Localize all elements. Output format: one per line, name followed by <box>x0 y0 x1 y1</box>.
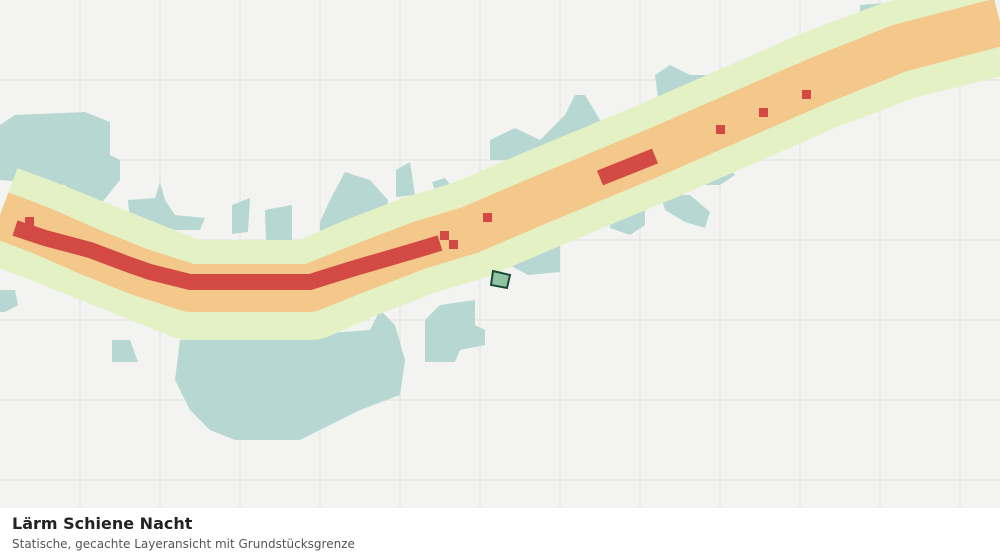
parcel-boundary <box>489 269 512 290</box>
noise-zone-very-high <box>25 90 811 249</box>
caption: Lärm Schiene Nacht Statische, gecachte L… <box>0 508 1000 560</box>
title: Lärm Schiene Nacht <box>12 514 193 533</box>
noise-zone-very-high <box>597 148 658 186</box>
subtitle: Statische, gecachte Layeransicht mit Gru… <box>12 537 355 551</box>
noise-zone-very-high <box>12 220 443 290</box>
noise-map <box>0 0 1000 508</box>
